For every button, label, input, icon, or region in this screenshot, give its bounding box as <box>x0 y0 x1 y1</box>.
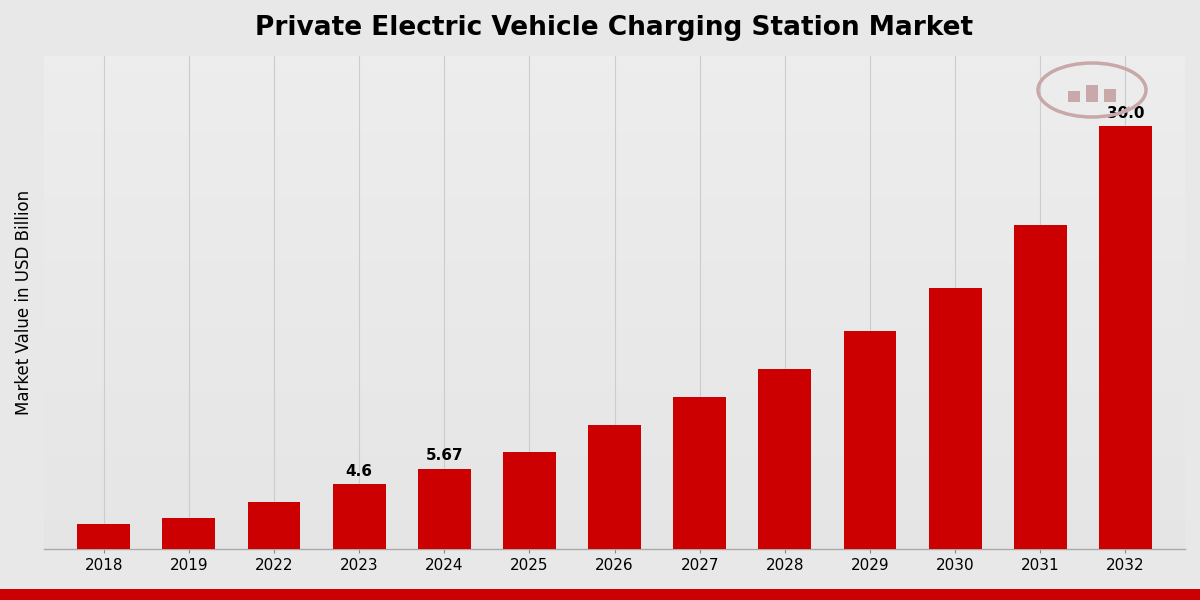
Y-axis label: Market Value in USD Billion: Market Value in USD Billion <box>14 190 34 415</box>
Bar <box>844 331 896 549</box>
Bar <box>77 524 130 549</box>
Text: 5.67: 5.67 <box>426 448 463 463</box>
Bar <box>758 368 811 549</box>
Bar <box>162 518 215 549</box>
Bar <box>418 469 470 549</box>
Text: /: / <box>1114 102 1130 120</box>
Bar <box>588 425 641 549</box>
Bar <box>332 484 385 549</box>
Bar <box>503 452 556 549</box>
Bar <box>1014 225 1067 549</box>
Bar <box>929 289 982 549</box>
Text: 30.0: 30.0 <box>1106 106 1144 121</box>
Bar <box>673 397 726 549</box>
Text: 4.6: 4.6 <box>346 464 373 479</box>
Title: Private Electric Vehicle Charging Station Market: Private Electric Vehicle Charging Statio… <box>256 15 973 41</box>
Bar <box>247 502 300 549</box>
Bar <box>1099 126 1152 549</box>
